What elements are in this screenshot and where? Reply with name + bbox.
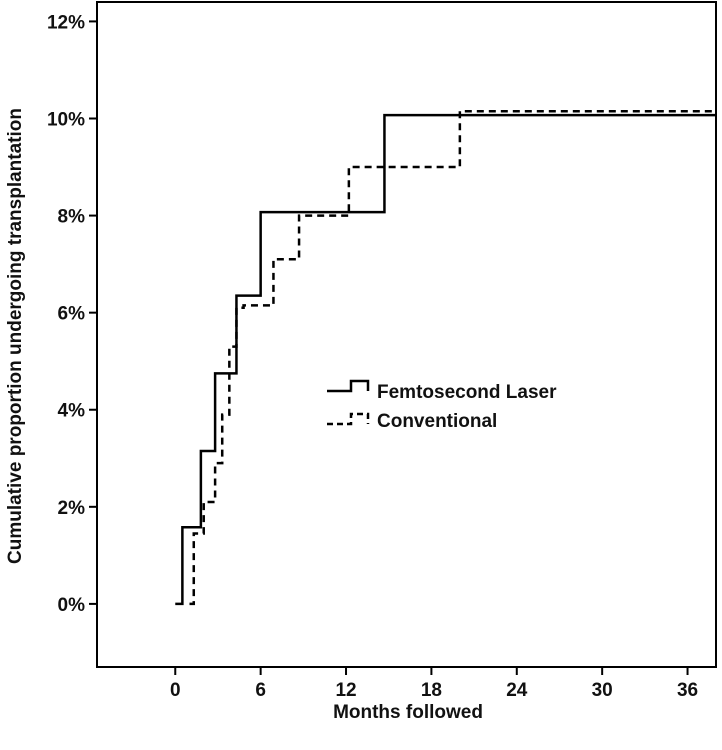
- legend-label-femtosecond-laser: Femtosecond Laser: [377, 382, 557, 403]
- x-tick-label-2: 12: [335, 680, 356, 701]
- x-tick-label-0: 0: [170, 680, 181, 701]
- x-axis: 0 6 12 18 24 30 36: [170, 667, 698, 701]
- y-tick-label-5: 10%: [47, 109, 85, 130]
- x-axis-title: Months followed: [333, 702, 483, 723]
- y-tick-label-0: 0%: [58, 595, 86, 616]
- legend-swatch-femtosecond-laser: [327, 379, 370, 393]
- y-tick-label-2: 4%: [58, 401, 86, 422]
- y-tick-label-1: 2%: [58, 498, 86, 519]
- series-line-conventional: [189, 109, 716, 606]
- x-tick-label-3: 18: [421, 680, 442, 701]
- legend-swatch-conventional: [327, 412, 370, 426]
- x-tick-label-5: 30: [592, 680, 613, 701]
- x-tick-label-1: 6: [255, 680, 266, 701]
- y-tick-label-6: 12%: [47, 12, 85, 33]
- x-tick-label-6: 36: [677, 680, 698, 701]
- series-line-femtosecond-laser: [175, 113, 716, 606]
- legend-label-conventional: Conventional: [377, 411, 497, 432]
- plot-frame: [96, 1, 717, 668]
- x-tick-label-4: 24: [506, 680, 528, 701]
- series-layer: [175, 109, 716, 606]
- legend: Femtosecond Laser Conventional: [327, 379, 557, 432]
- y-tick-label-4: 8%: [58, 207, 86, 228]
- y-axis: 0% 2% 4% 6% 8% 10% 12%: [47, 12, 97, 616]
- y-axis-title: Cumulative proportion undergoing transpl…: [5, 108, 26, 564]
- y-tick-label-3: 6%: [58, 304, 86, 325]
